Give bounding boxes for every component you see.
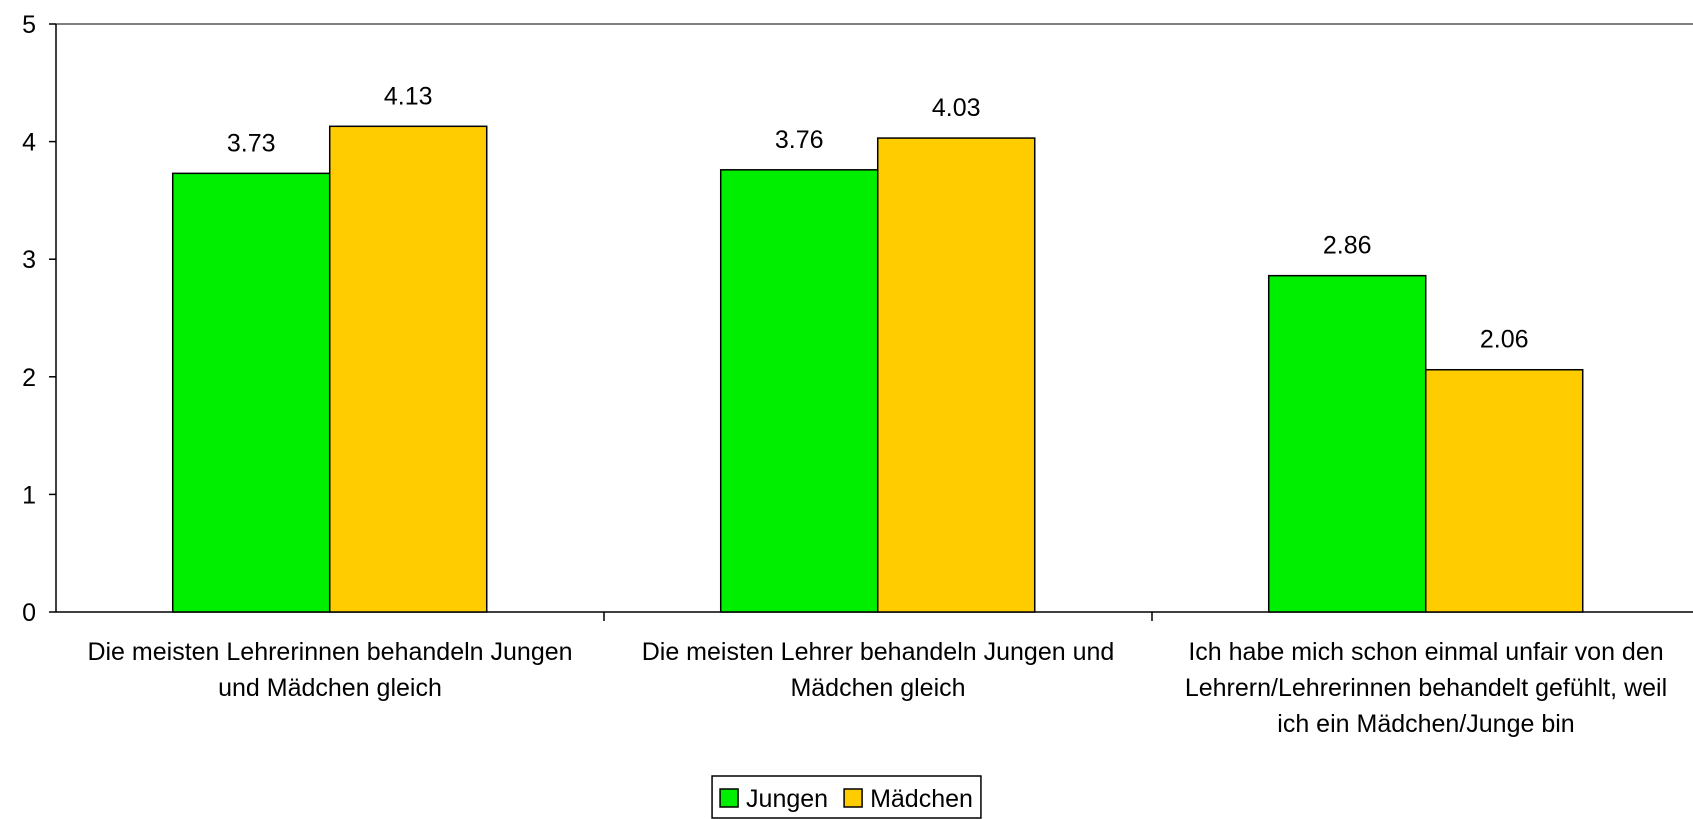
legend-swatch xyxy=(843,788,863,808)
value-label: 4.13 xyxy=(384,82,433,110)
y-tick-label: 3 xyxy=(22,246,36,274)
value-label: 3.73 xyxy=(227,129,276,157)
bar xyxy=(1267,274,1427,613)
label-line: Lehrern/Lehrerinnen behandelt gefühlt, w… xyxy=(1185,674,1667,702)
value-label: 2.86 xyxy=(1323,232,1372,260)
bar xyxy=(719,169,879,613)
legend-swatch xyxy=(719,788,739,808)
label-line: Die meisten Lehrerinnen behandeln Jungen xyxy=(87,638,572,666)
value-label: 2.06 xyxy=(1480,326,1529,354)
x-tick-label: Die meisten Lehrerinnen behandeln Jungen… xyxy=(87,638,572,702)
value-label: 3.76 xyxy=(775,126,824,154)
legend: Jungen Mädchen xyxy=(711,775,982,819)
label-line: ich ein Mädchen/Junge bin xyxy=(1277,710,1574,738)
bar xyxy=(328,125,488,613)
label-line: und Mädchen gleich xyxy=(218,674,442,702)
y-tick-label: 0 xyxy=(22,599,36,627)
x-tick-label: Die meisten Lehrer behandeln Jungen und M… xyxy=(642,638,1115,702)
bar xyxy=(1424,368,1584,613)
bar xyxy=(171,172,331,613)
label-line: Mädchen gleich xyxy=(790,674,965,702)
legend-label: Jungen xyxy=(746,785,828,813)
y-tick-label: 1 xyxy=(22,481,36,509)
bar xyxy=(876,137,1036,613)
label-line: Ich habe mich schon einmal unfair von de… xyxy=(1188,638,1663,666)
y-tick-label: 4 xyxy=(22,129,36,157)
x-tick-label: Ich habe mich schon einmal unfair von de… xyxy=(1185,638,1667,738)
legend-label: Mädchen xyxy=(870,785,973,813)
y-tick-label: 5 xyxy=(22,11,36,39)
value-label: 4.03 xyxy=(932,94,981,122)
y-tick-label: 2 xyxy=(22,364,36,392)
label-line: Die meisten Lehrer behandeln Jungen und xyxy=(642,638,1115,666)
